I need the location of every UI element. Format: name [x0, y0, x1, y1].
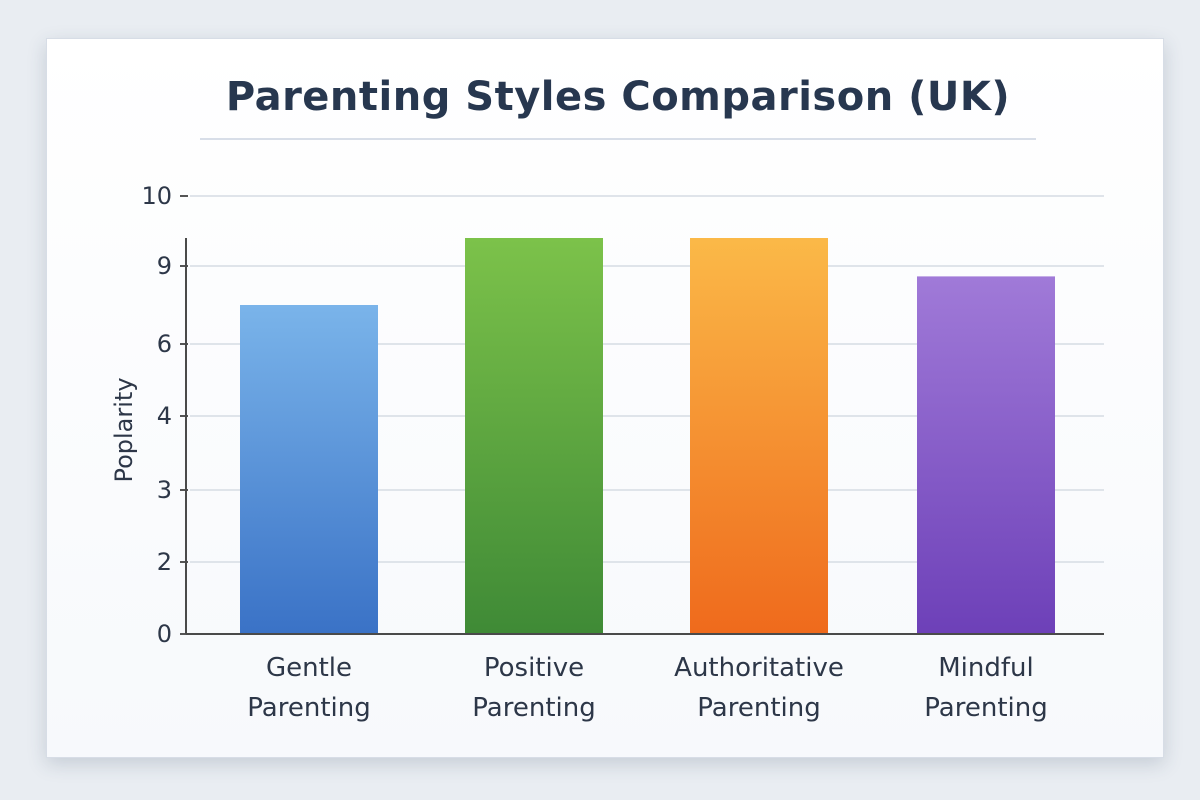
bar-1 [465, 238, 603, 634]
bars [240, 238, 1055, 634]
x-category-label: Parenting [247, 693, 370, 723]
x-category-labels: Gentle Parenting Positive Parenting Authorit… [247, 653, 1047, 723]
axes [180, 195, 1104, 635]
y-tick-label: 6 [157, 330, 172, 358]
x-category-label: Positive [484, 653, 584, 683]
y-tick-label: 3 [157, 476, 172, 504]
chart-title: Parenting Styles Comparison (UK) [225, 74, 1011, 120]
title-divider [200, 138, 1036, 140]
y-tick-label: 4 [157, 402, 172, 430]
x-category-label: Parenting [472, 693, 595, 723]
y-tick-label: 2 [157, 548, 172, 576]
y-tick-labels: 0 2 3 4 6 9 10 [141, 182, 172, 648]
x-category-label: Parenting [697, 693, 820, 723]
y-axis-label: Poplarity [110, 377, 138, 482]
x-category-label: Parenting [924, 693, 1047, 723]
bar-2 [690, 238, 828, 634]
bar-0 [240, 305, 378, 634]
y-tick-label: 9 [157, 252, 172, 280]
bar-3 [917, 276, 1055, 634]
x-category-label: Gentle [266, 653, 352, 683]
x-category-label: Mindful [938, 653, 1034, 683]
y-tick-label: 0 [157, 620, 172, 648]
y-tick-label: 10 [141, 182, 172, 210]
x-category-label: Authoritative [674, 653, 844, 683]
